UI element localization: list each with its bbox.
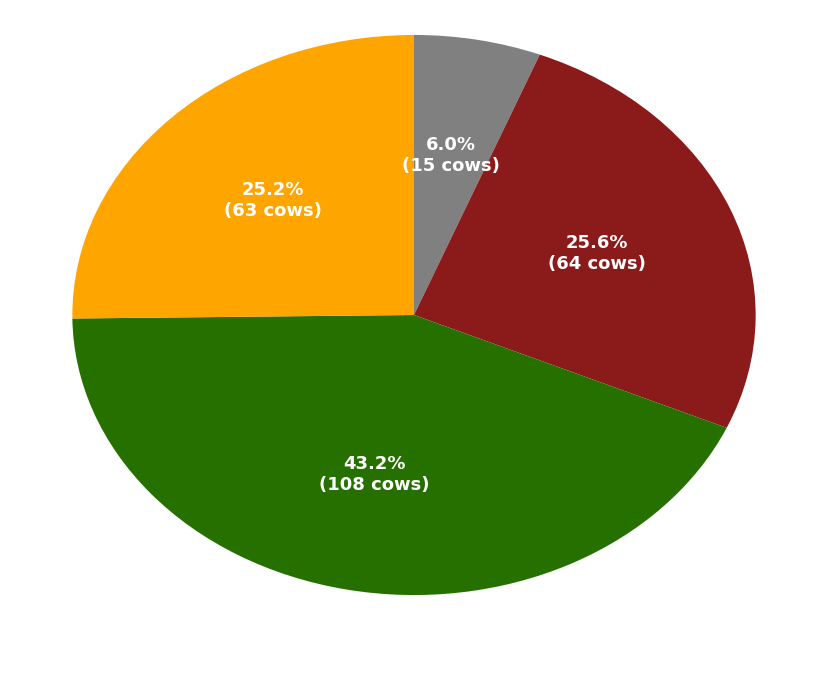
Wedge shape	[414, 35, 539, 315]
Text: 6.0%
(15 cows): 6.0% (15 cows)	[402, 136, 500, 175]
Text: 25.2%
(63 cows): 25.2% (63 cows)	[224, 182, 322, 220]
Text: 25.6%
(64 cows): 25.6% (64 cows)	[547, 234, 645, 273]
Wedge shape	[72, 315, 726, 595]
Wedge shape	[414, 55, 755, 428]
Wedge shape	[72, 35, 414, 318]
Text: 43.2%
(108 cows): 43.2% (108 cows)	[318, 455, 429, 493]
